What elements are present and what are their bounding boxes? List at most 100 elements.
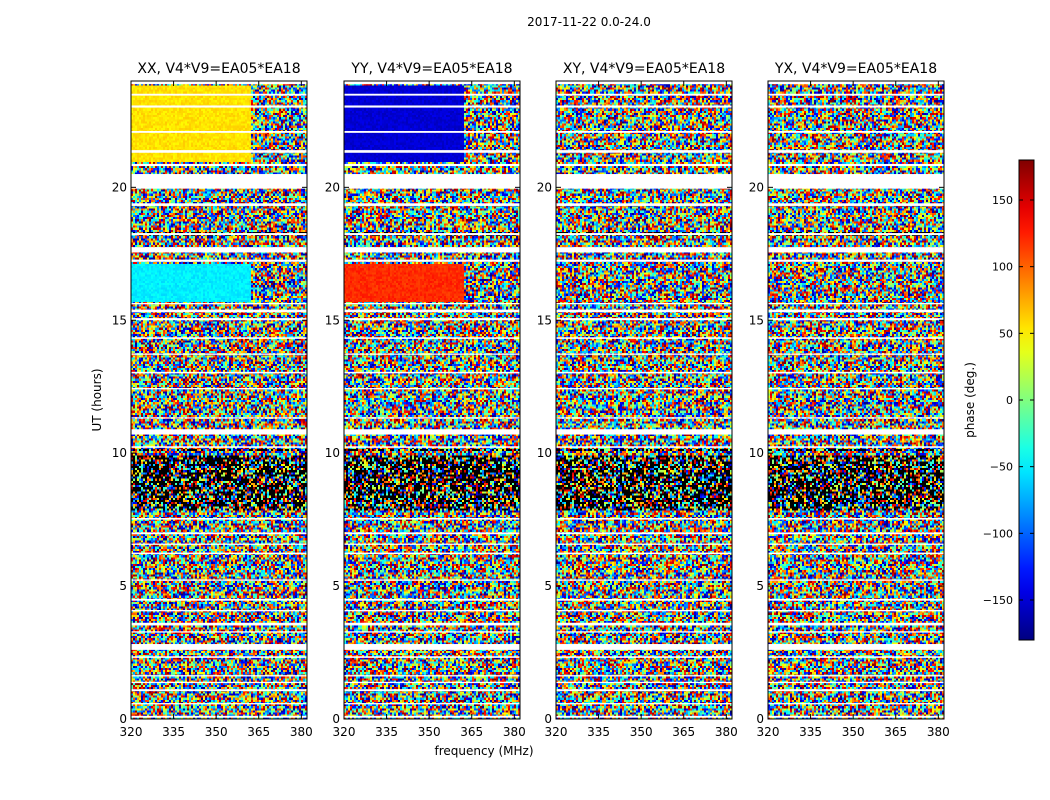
colorbar-tick-label: −100	[983, 527, 1013, 540]
flagged-band	[768, 715, 944, 718]
flagged-band	[131, 429, 307, 435]
flagged-band	[131, 203, 307, 206]
flagged-band	[344, 656, 520, 658]
flagged-band	[131, 703, 307, 705]
flagged-band	[131, 174, 307, 189]
flagged-band	[556, 174, 732, 189]
x-tick-label: 380	[715, 725, 738, 739]
flagged-band	[768, 429, 944, 435]
flagged-band	[768, 247, 944, 253]
flagged-band	[768, 552, 944, 555]
flagged-band	[131, 689, 307, 692]
flagged-band	[556, 552, 732, 555]
flagged-band	[344, 247, 520, 253]
y-tick-label: 20	[112, 180, 127, 194]
flagged-band	[768, 174, 944, 189]
x-tick-label: 320	[757, 725, 780, 739]
flagged-band	[556, 150, 732, 153]
y-tick-label: 20	[537, 180, 552, 194]
x-tick-label: 365	[672, 725, 695, 739]
flagged-band	[768, 579, 944, 581]
panel-title: YY, V4*V9=EA05*EA18	[350, 61, 512, 77]
x-tick-label: 350	[418, 725, 441, 739]
flagged-band	[131, 233, 307, 236]
flagged-band	[344, 429, 520, 435]
flagged-band	[131, 656, 307, 658]
x-tick-label: 335	[162, 725, 185, 739]
flagged-band	[344, 105, 520, 108]
figure-suptitle: 2017-11-22 0.0-24.0	[527, 15, 651, 29]
flagged-band	[768, 532, 944, 535]
y-tick-label: 0	[756, 712, 764, 726]
flagged-band	[556, 309, 732, 313]
flagged-band	[131, 259, 307, 262]
y-tick-label: 20	[749, 180, 764, 194]
flagged-band	[556, 579, 732, 581]
y-tick-label: 15	[325, 313, 340, 327]
y-axis-label: UT (hours)	[90, 368, 104, 431]
flagged-band	[131, 610, 307, 612]
flagged-band	[344, 715, 520, 718]
colorbar-tick-label: 100	[992, 261, 1013, 274]
x-tick-label: 320	[120, 725, 143, 739]
x-tick-label: 320	[545, 725, 568, 739]
flagged-band	[556, 259, 732, 262]
flagged-band	[344, 610, 520, 612]
x-tick-label: 380	[927, 725, 950, 739]
flagged-band	[131, 598, 307, 601]
y-tick-label: 15	[749, 313, 764, 327]
flagged-band	[344, 631, 520, 633]
flagged-band	[768, 681, 944, 684]
y-tick-label: 5	[119, 579, 127, 593]
flagged-band	[131, 247, 307, 253]
flagged-band	[344, 543, 520, 545]
flagged-band	[556, 247, 732, 253]
flagged-band	[344, 302, 520, 305]
flagged-band	[556, 388, 732, 390]
flagged-band	[131, 353, 307, 355]
flagged-band	[768, 543, 944, 545]
flagged-band	[556, 429, 732, 435]
flagged-band	[344, 163, 520, 167]
flagged-band	[556, 703, 732, 705]
y-tick-label: 10	[537, 446, 552, 460]
flagged-band	[131, 318, 307, 321]
flagged-band	[768, 337, 944, 339]
flagged-band	[344, 233, 520, 236]
x-tick-label: 365	[247, 725, 270, 739]
flagged-band	[344, 318, 520, 321]
panel-1: XX, V4*V9=EA05*EA18 320 335 350 365 380 0 5 10 15…	[112, 61, 313, 739]
x-tick-label: 350	[842, 725, 865, 739]
flagged-band	[131, 371, 307, 374]
flagged-band	[344, 353, 520, 355]
y-tick-label: 5	[332, 579, 340, 593]
x-tick-label: 335	[799, 725, 822, 739]
flagged-band	[768, 150, 944, 153]
panel-2: YY, V4*V9=EA05*EA18 320 335 350 365 380 0 5 10 15…	[325, 61, 526, 739]
colorbar-label: phase (deg.)	[963, 362, 977, 438]
flagged-band	[556, 353, 732, 355]
flagged-band	[768, 446, 944, 448]
y-tick-label: 15	[112, 313, 127, 327]
flagged-band	[131, 579, 307, 581]
colorbar-tick-label: −50	[990, 461, 1013, 474]
flagged-band	[556, 417, 732, 419]
flagged-band	[131, 675, 307, 677]
flagged-band	[344, 150, 520, 153]
x-tick-label: 350	[205, 725, 228, 739]
flagged-band	[768, 622, 944, 626]
flagged-band	[768, 105, 944, 108]
flagged-band	[131, 130, 307, 133]
flagged-band	[131, 309, 307, 313]
flagged-band	[131, 150, 307, 153]
x-tick-label: 380	[290, 725, 313, 739]
colorbar-tick-label: 150	[992, 194, 1013, 207]
flagged-band	[131, 644, 307, 650]
x-tick-label: 335	[375, 725, 398, 739]
flagged-band	[768, 675, 944, 677]
flagged-band	[768, 689, 944, 692]
axes-frame	[767, 80, 945, 720]
flagged-band	[768, 703, 944, 705]
x-tick-label: 335	[587, 725, 610, 739]
flagged-band	[344, 446, 520, 448]
